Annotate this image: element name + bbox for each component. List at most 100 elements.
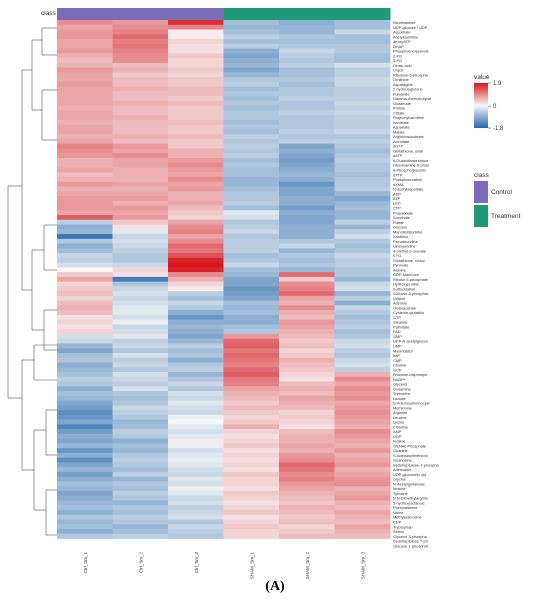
heatmap-cell — [57, 67, 113, 73]
heatmap-cell — [223, 419, 280, 425]
heatmap-cell — [334, 176, 391, 183]
heatmap-cell — [223, 229, 280, 235]
heatmap-cell — [223, 448, 280, 454]
heatmap-cell — [168, 153, 224, 159]
heatmap-cell — [334, 105, 391, 111]
heatmap-cell — [223, 367, 280, 373]
heatmap-cell — [223, 86, 280, 92]
heatmap-cell — [168, 172, 224, 178]
row-label: Orotic acid — [393, 63, 412, 68]
heatmap-cell — [223, 424, 280, 430]
row-label: Glucose 1-phosphat — [393, 543, 429, 548]
heatmap-cell — [112, 186, 169, 192]
heatmap-cell — [57, 272, 113, 278]
heatmap-cell — [334, 400, 391, 406]
heatmap-cell — [334, 362, 391, 368]
heatmap-cell — [223, 210, 280, 216]
heatmap-cell — [279, 58, 335, 64]
heatmap-cell — [223, 81, 280, 87]
heatmap-cell — [112, 314, 169, 321]
row-label: GMP — [393, 334, 402, 339]
heatmap-cell — [279, 143, 335, 149]
heatmap-cell — [112, 438, 169, 444]
heatmap-cell — [334, 205, 391, 211]
heatmap-cell — [168, 58, 224, 64]
row-label: 4-methyl-2-oxovale — [393, 248, 426, 253]
heatmap-cell — [57, 53, 113, 59]
class-bar-cell — [57, 8, 113, 20]
heatmap-cell — [334, 291, 391, 297]
legend-label: Control — [491, 189, 513, 196]
heatmap-cell — [168, 405, 224, 411]
heatmap-cell — [279, 48, 335, 54]
heatmap-cell — [223, 248, 280, 254]
heatmap-cell — [112, 291, 169, 297]
row-label: ADP — [393, 191, 401, 196]
heatmap-cell — [279, 367, 335, 373]
heatmap-cell — [112, 172, 169, 178]
row-label: Methionine — [393, 405, 412, 410]
heatmap-cell — [223, 386, 280, 392]
heatmap-cell — [279, 105, 335, 111]
heatmap-cell — [168, 100, 224, 107]
heatmap-cell — [57, 186, 113, 192]
heatmap-cell — [334, 53, 391, 59]
heatmap-cell — [279, 462, 335, 468]
heatmap-cell — [57, 448, 113, 454]
heatmap-cell — [57, 333, 113, 340]
heatmap-cell — [223, 115, 280, 121]
heatmap-cell — [168, 110, 224, 116]
colorbar-title: value — [474, 74, 490, 81]
heatmap-cell — [223, 224, 280, 230]
heatmap-cell — [168, 362, 224, 368]
heatmap-cell — [112, 519, 169, 525]
heatmap-cell — [57, 20, 113, 26]
heatmap-cell — [57, 471, 113, 478]
class-bar-cell — [168, 8, 224, 20]
row-label: 6-Phosphogluconic — [393, 168, 426, 173]
heatmap-cell — [112, 424, 169, 430]
heatmap-cell — [112, 300, 169, 306]
heatmap-cell — [57, 58, 113, 64]
heatmap-cell — [334, 215, 391, 221]
heatmap-cell — [279, 29, 335, 35]
heatmap-cell — [223, 305, 280, 311]
heatmap-cell — [334, 405, 391, 411]
heatmap-cell — [168, 376, 224, 382]
heatmap-cell — [168, 272, 224, 278]
row-label: Isocitrate — [393, 120, 409, 125]
heatmap-cell — [57, 39, 113, 45]
heatmap-cell — [279, 419, 335, 425]
row-label: UDP-N-acetylglucos — [393, 339, 428, 344]
row-label: Inosine — [393, 486, 406, 491]
heatmap-cell — [334, 115, 391, 121]
heatmap-cell — [57, 143, 113, 149]
heatmap-cell — [168, 72, 224, 78]
heatmap-cell — [334, 243, 391, 249]
heatmap-cell — [279, 467, 335, 473]
heatmap-cell — [334, 20, 391, 26]
heatmap-cell — [168, 143, 224, 149]
row-label: CDP — [393, 520, 402, 525]
row-label: Hydroxyproline — [393, 282, 419, 287]
heatmap-cell — [168, 424, 224, 430]
heatmap-cell — [168, 414, 224, 420]
heatmap-cell — [279, 205, 335, 211]
heatmap-cell — [112, 29, 169, 35]
heatmap-cell — [223, 338, 280, 344]
row-label: Serine — [393, 529, 404, 534]
heatmap-cell — [334, 162, 391, 168]
heatmap-cell — [223, 186, 280, 192]
row-label: S-Adenosylhomocyst — [393, 401, 430, 406]
heatmap-cell — [223, 467, 280, 473]
heatmap-cell — [223, 153, 280, 159]
row-label: dATP — [393, 153, 403, 158]
heatmap-cell — [279, 67, 335, 73]
heatmap-cell — [112, 129, 169, 135]
heatmap-cell — [334, 286, 391, 292]
heatmap-cell — [279, 324, 335, 330]
heatmap-cell — [279, 314, 335, 321]
row-label: Glycine — [393, 477, 406, 482]
row-label: 5-hydroxyoctanoic — [393, 500, 425, 505]
heatmap-cell — [279, 286, 335, 292]
